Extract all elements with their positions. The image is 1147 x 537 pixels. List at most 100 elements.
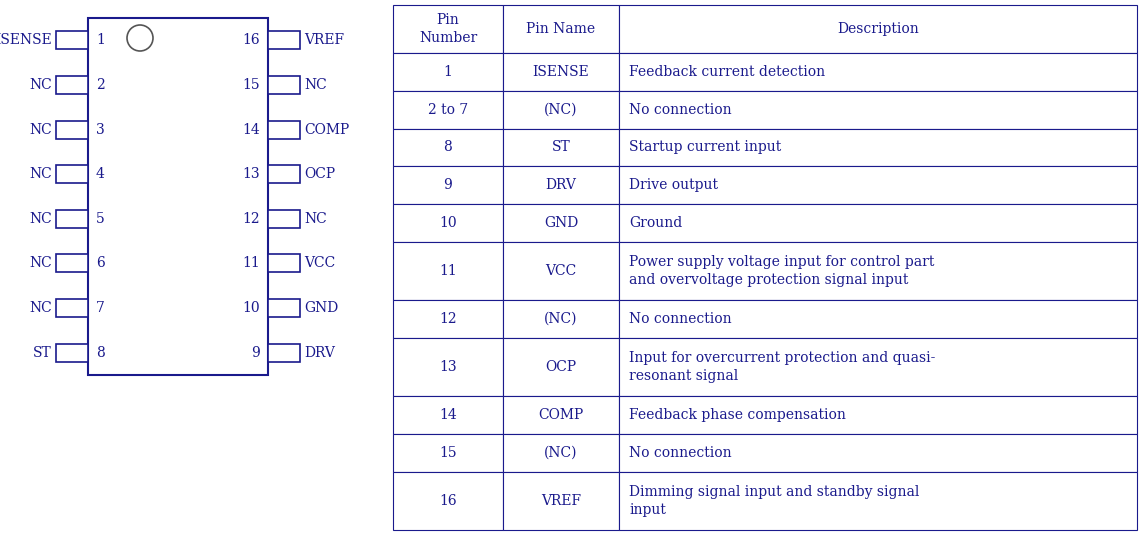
Bar xyxy=(56,344,88,362)
Bar xyxy=(504,5,619,53)
Bar xyxy=(56,165,88,183)
Text: 14: 14 xyxy=(242,122,260,136)
Text: Power supply voltage input for control part
and overvoltage protection signal in: Power supply voltage input for control p… xyxy=(629,256,935,287)
Bar xyxy=(393,472,504,530)
Bar xyxy=(504,53,619,91)
Bar xyxy=(56,76,88,94)
Bar xyxy=(393,434,504,472)
Text: VCC: VCC xyxy=(304,257,335,271)
Text: NC: NC xyxy=(30,212,52,226)
Bar xyxy=(56,299,88,317)
Text: Feedback phase compensation: Feedback phase compensation xyxy=(629,408,845,422)
Circle shape xyxy=(127,25,153,51)
Bar xyxy=(504,472,619,530)
Text: 11: 11 xyxy=(439,264,457,278)
Bar xyxy=(393,53,504,91)
Bar xyxy=(619,204,1137,242)
Text: NC: NC xyxy=(304,78,327,92)
Bar xyxy=(393,396,504,434)
Text: ISENSE: ISENSE xyxy=(532,65,590,79)
Bar xyxy=(504,434,619,472)
Bar xyxy=(619,53,1137,91)
Text: NC: NC xyxy=(30,122,52,136)
Bar xyxy=(268,76,301,94)
Text: (NC): (NC) xyxy=(544,103,578,117)
Text: 15: 15 xyxy=(439,446,457,460)
Text: GND: GND xyxy=(544,216,578,230)
Bar xyxy=(56,210,88,228)
Text: 1: 1 xyxy=(444,65,452,79)
Bar xyxy=(504,396,619,434)
Text: VCC: VCC xyxy=(545,264,577,278)
Text: VREF: VREF xyxy=(304,33,344,47)
Text: 6: 6 xyxy=(96,257,104,271)
Text: 14: 14 xyxy=(439,408,457,422)
Text: DRV: DRV xyxy=(304,346,335,360)
Text: Startup current input: Startup current input xyxy=(629,141,781,155)
Text: 11: 11 xyxy=(242,257,260,271)
Bar xyxy=(268,299,301,317)
Text: 12: 12 xyxy=(439,312,457,326)
Bar xyxy=(504,338,619,396)
Text: No connection: No connection xyxy=(629,446,732,460)
Bar xyxy=(393,128,504,166)
Text: (NC): (NC) xyxy=(544,312,578,326)
Text: 9: 9 xyxy=(444,178,452,192)
Bar xyxy=(619,396,1137,434)
Bar xyxy=(268,165,301,183)
Text: 1: 1 xyxy=(96,33,104,47)
Text: NC: NC xyxy=(304,212,327,226)
Bar xyxy=(393,204,504,242)
Text: ST: ST xyxy=(33,346,52,360)
Text: Ground: Ground xyxy=(629,216,682,230)
Bar xyxy=(619,91,1137,128)
Bar xyxy=(619,242,1137,300)
Bar xyxy=(393,166,504,204)
Text: OCP: OCP xyxy=(546,360,577,374)
Bar xyxy=(393,338,504,396)
Bar xyxy=(504,91,619,128)
Text: Pin
Number: Pin Number xyxy=(419,13,477,45)
Bar xyxy=(504,204,619,242)
Text: 7: 7 xyxy=(96,301,104,315)
Text: ISENSE: ISENSE xyxy=(0,33,52,47)
Text: VREF: VREF xyxy=(541,494,582,508)
Text: Dimming signal input and standby signal
input: Dimming signal input and standby signal … xyxy=(629,485,920,517)
Bar xyxy=(393,5,504,53)
Text: COMP: COMP xyxy=(304,122,349,136)
Bar xyxy=(504,166,619,204)
Text: 5: 5 xyxy=(96,212,104,226)
Text: (NC): (NC) xyxy=(544,446,578,460)
Text: Input for overcurrent protection and quasi-
resonant signal: Input for overcurrent protection and qua… xyxy=(629,351,935,383)
Text: 8: 8 xyxy=(96,346,104,360)
Bar xyxy=(619,434,1137,472)
Bar xyxy=(268,210,301,228)
Text: 2 to 7: 2 to 7 xyxy=(428,103,468,117)
Text: Feedback current detection: Feedback current detection xyxy=(629,65,825,79)
Text: 3: 3 xyxy=(96,122,104,136)
Text: NC: NC xyxy=(30,301,52,315)
Bar xyxy=(56,31,88,49)
Text: Drive output: Drive output xyxy=(629,178,718,192)
Bar xyxy=(393,91,504,128)
Text: 10: 10 xyxy=(439,216,457,230)
Text: 15: 15 xyxy=(242,78,260,92)
Text: 16: 16 xyxy=(242,33,260,47)
Bar xyxy=(268,121,301,139)
Bar xyxy=(56,255,88,272)
Text: GND: GND xyxy=(304,301,338,315)
Text: DRV: DRV xyxy=(546,178,577,192)
Text: Description: Description xyxy=(837,22,919,36)
Text: ST: ST xyxy=(552,141,570,155)
Text: 16: 16 xyxy=(439,494,457,508)
Bar xyxy=(393,300,504,338)
Text: No connection: No connection xyxy=(629,312,732,326)
Bar xyxy=(268,255,301,272)
Text: Pin Name: Pin Name xyxy=(526,22,595,36)
Text: 8: 8 xyxy=(444,141,452,155)
Text: 12: 12 xyxy=(242,212,260,226)
Text: 4: 4 xyxy=(96,167,104,181)
Bar xyxy=(268,344,301,362)
Bar xyxy=(504,128,619,166)
Bar xyxy=(56,121,88,139)
